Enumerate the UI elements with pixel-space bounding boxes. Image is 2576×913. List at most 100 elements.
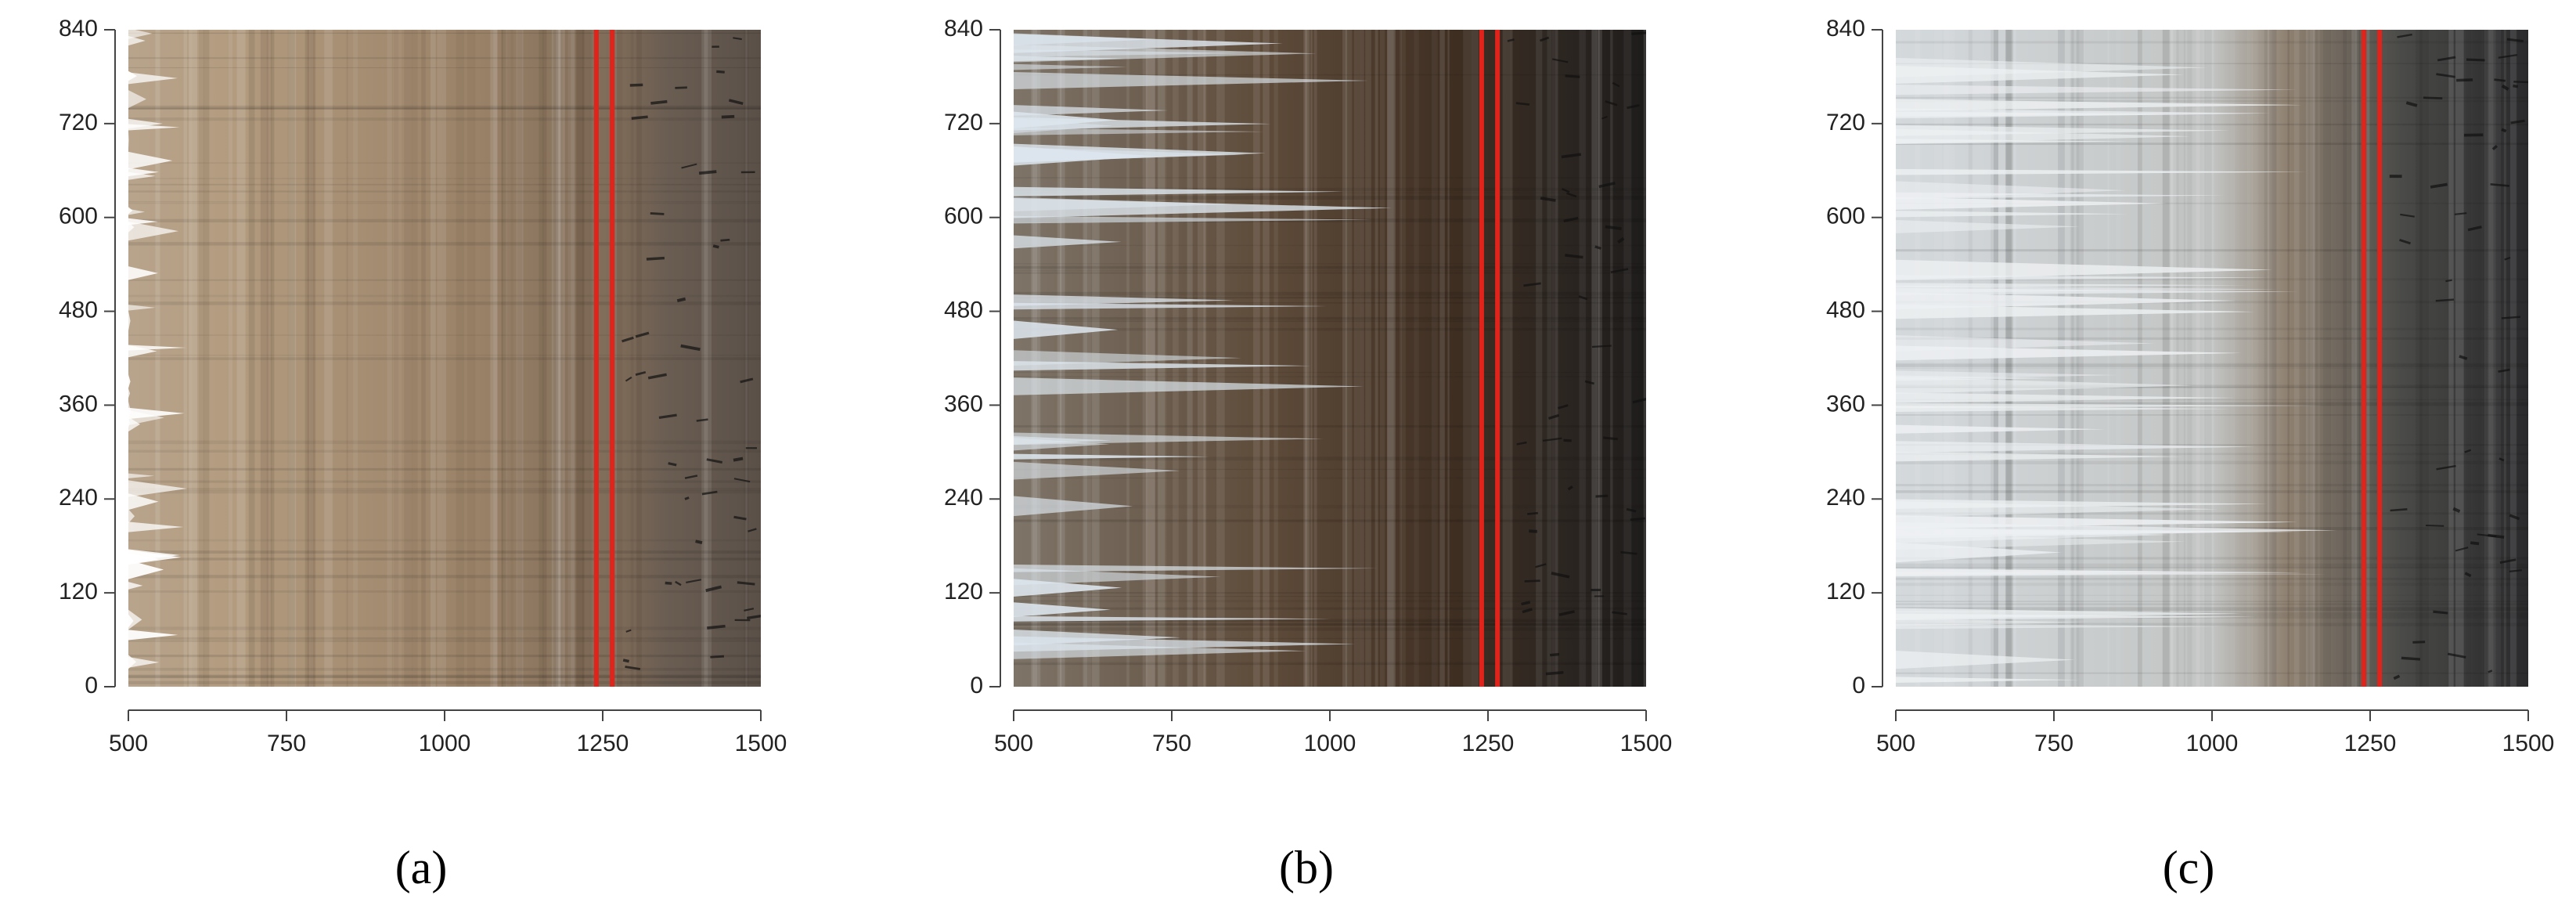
image-stripe (575, 30, 584, 687)
image-speck (2423, 96, 2443, 99)
image-speck (2499, 457, 2505, 462)
image-streak (128, 266, 158, 280)
image-streak (1896, 618, 2088, 626)
image-streak (128, 582, 143, 590)
image-speck (733, 478, 751, 483)
x-tick-label: 1500 (2502, 731, 2555, 756)
image-stripe (2107, 30, 2109, 687)
image-streak (1896, 533, 2186, 550)
y-tick-label: 600 (944, 204, 983, 229)
image-streak (128, 609, 142, 630)
image-streak (128, 171, 156, 180)
image-stripe (1342, 30, 1348, 687)
image-speck (2400, 213, 2415, 218)
image-stripe (490, 30, 498, 687)
image-row (128, 334, 761, 336)
image-row (1014, 320, 1646, 323)
image-streak (1014, 565, 1378, 572)
image-streak (1014, 302, 1328, 310)
image-streak (1896, 85, 2297, 96)
image-row (128, 480, 761, 483)
image-speck (747, 615, 761, 620)
image-streak (128, 207, 133, 215)
image-row (1896, 123, 2528, 126)
x-tick-label: 1000 (1304, 731, 1356, 756)
image-speck (696, 418, 708, 422)
image-row (128, 490, 761, 494)
image-stripe (1623, 30, 1632, 687)
y-tick-label: 0 (970, 673, 983, 698)
image-stripe (2137, 30, 2142, 687)
image-streak (1014, 111, 1118, 128)
image-stripe (1511, 30, 1513, 687)
image-row (128, 680, 761, 684)
image-streak (128, 550, 182, 565)
image-speck (698, 170, 717, 175)
image-speck (744, 608, 755, 612)
image-stripe (288, 30, 297, 687)
image-streak (1896, 521, 2337, 539)
image-streak (1896, 211, 2128, 218)
image-streak (1014, 128, 1264, 135)
image-streak (1896, 375, 2059, 381)
image-row (128, 449, 761, 453)
image-stripe (309, 30, 314, 687)
image-stripe (2070, 30, 2080, 687)
image-streak (128, 72, 178, 85)
x-tick-label: 500 (994, 731, 1033, 756)
image-streak (1014, 105, 1169, 116)
image-speck (733, 37, 742, 41)
image-row (1896, 99, 2528, 103)
image-row (128, 57, 761, 60)
image-stripe (393, 30, 399, 687)
image-speck (675, 580, 682, 586)
image-streak (128, 35, 146, 46)
image-streak (1896, 287, 2299, 296)
image-row (128, 32, 761, 34)
image-stripe (307, 30, 315, 687)
image-stripe (1305, 30, 1310, 687)
image-speck (1565, 254, 1583, 259)
image-stripe (493, 30, 498, 687)
image-row (128, 117, 761, 121)
image-speck (2452, 507, 2461, 514)
image-speck (1561, 153, 1582, 159)
image-row (1014, 663, 1646, 665)
image-stripe (1387, 30, 1394, 687)
image-speck (2488, 669, 2493, 673)
image-row (1014, 265, 1646, 269)
image-stripe (1595, 30, 1601, 687)
y-tick-label: 0 (85, 673, 98, 698)
image-row (1896, 583, 2528, 586)
image-row (128, 190, 761, 193)
image-row (1014, 619, 1646, 622)
image-streak (128, 655, 137, 669)
image-speck (2454, 212, 2467, 215)
image-speck (1558, 610, 1576, 617)
image-row (1896, 603, 2528, 605)
image-row (128, 550, 761, 554)
image-stripe (1643, 30, 1646, 687)
image-stripe (1400, 30, 1406, 687)
image-streak (128, 417, 140, 432)
image-speck (1529, 529, 1537, 533)
image-streak (1896, 377, 2193, 395)
image-row (1014, 637, 1646, 640)
image-stripe (2005, 30, 2013, 687)
image-speck (2445, 279, 2452, 283)
image-speck (1551, 572, 1570, 579)
image-row (1896, 337, 2528, 340)
image-row (128, 242, 761, 246)
image-row (1014, 456, 1646, 461)
image-stripe (1303, 30, 1308, 687)
image-stripe (1313, 30, 1317, 687)
image-stripe (1447, 30, 1450, 687)
image-speck (2456, 78, 2473, 82)
image-speck (1584, 380, 1594, 385)
image-streak (1014, 568, 1221, 586)
image-stripe (502, 30, 506, 687)
caption: (c) (2163, 842, 2215, 893)
image-row (128, 675, 761, 679)
image-streak (128, 521, 184, 532)
image-speck (625, 376, 632, 382)
